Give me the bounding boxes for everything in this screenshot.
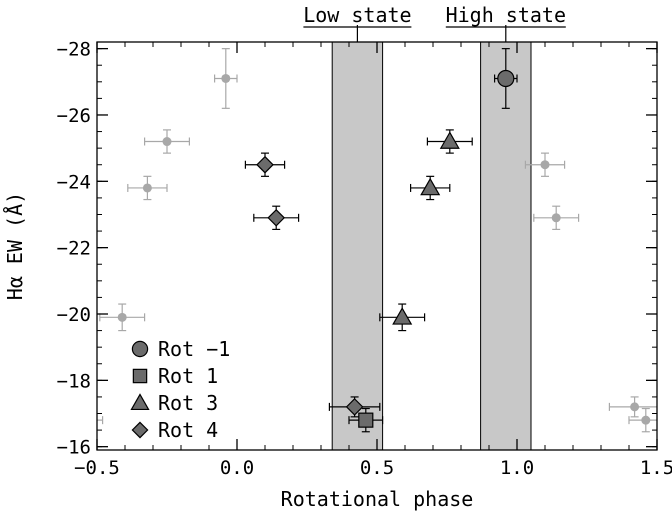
- ghost-point: [540, 160, 550, 170]
- ghost-point: [162, 137, 172, 147]
- ghost-point: [221, 73, 231, 83]
- y-tick-label: −16: [57, 437, 91, 459]
- ghost-point: [81, 416, 90, 425]
- shaded-region-0: [331, 41, 384, 451]
- legend-label: Rot −1: [158, 337, 230, 361]
- region-label-1: High state: [446, 3, 566, 27]
- legend-marker-circle: [131, 340, 149, 358]
- x-tick-label: 0.5: [360, 457, 394, 479]
- y-tick-label: −22: [57, 238, 91, 260]
- data-point-diamond: [267, 208, 286, 227]
- data-point-triangle: [392, 307, 413, 325]
- x-axis-label: Rotational phase: [281, 487, 474, 511]
- y-tick-label: −26: [57, 105, 91, 127]
- x-tick-label: 0.0: [220, 457, 254, 479]
- y-tick-label: −28: [57, 39, 91, 61]
- y-tick-label: −24: [57, 171, 91, 193]
- x-tick-label: 1.5: [640, 457, 672, 479]
- data-point-diamond: [256, 155, 274, 174]
- ghost-point: [142, 183, 152, 193]
- data-point-triangle: [439, 131, 460, 149]
- legend-label: Rot 4: [158, 418, 218, 442]
- data-point-triangle: [420, 177, 441, 196]
- shaded-region-1: [480, 41, 532, 451]
- legend-label: Rot 1: [158, 364, 218, 388]
- data-point-diamond: [345, 398, 364, 416]
- ghost-point: [117, 312, 127, 322]
- y-tick-label: −18: [57, 370, 91, 392]
- y-tick-label: −20: [57, 304, 91, 326]
- legend-marker-diamond: [131, 421, 149, 439]
- shaded-regions: Low state High state: [303, 3, 566, 451]
- x-tick-label: 1.0: [500, 457, 534, 479]
- legend-marker-square: [132, 368, 148, 384]
- legend-marker-triangle: [130, 393, 150, 411]
- ghost-point: [630, 402, 640, 412]
- region-label-0: Low state: [303, 3, 411, 27]
- data-points: [81, 48, 657, 433]
- axis-tick-labels: −0.5 0.0 0.5 1.0 1.5 −16 −18 −20 −22 −24 −26 −28: [57, 39, 672, 479]
- ghost-point: [551, 213, 561, 223]
- data-point-square: [358, 412, 374, 428]
- ghost-point: [641, 415, 651, 425]
- data-point-circle: [497, 69, 515, 88]
- legend: Rot −1 Rot 1 Rot 3 Rot 4: [130, 337, 230, 442]
- y-axis-label: Hα EW (Å): [3, 192, 27, 300]
- axis-ticks: [96, 42, 658, 450]
- legend-label: Rot 3: [158, 391, 218, 415]
- x-tick-label: −0.5: [74, 457, 120, 479]
